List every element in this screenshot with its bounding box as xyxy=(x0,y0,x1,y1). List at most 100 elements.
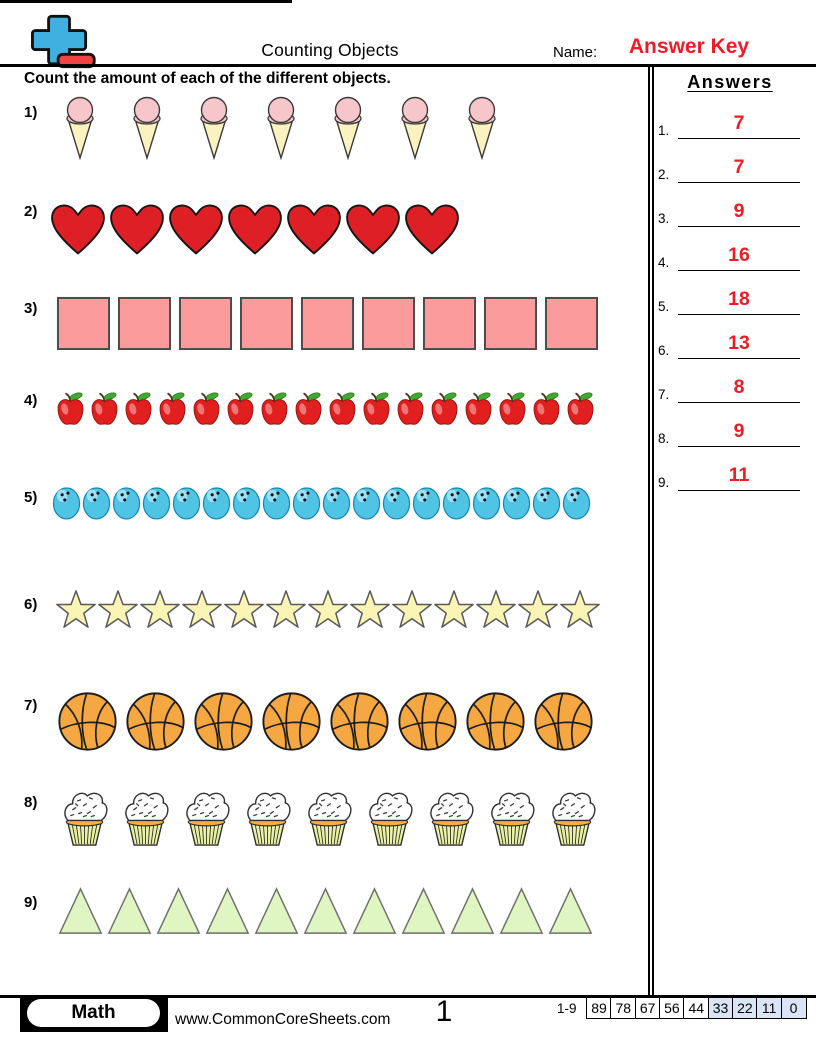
apple-icon xyxy=(360,390,393,428)
star-icon xyxy=(139,588,181,632)
basketball-icon xyxy=(193,691,254,752)
cupcake-icon xyxy=(423,788,478,849)
ice-cream-cone-icon xyxy=(460,96,504,162)
score-grid: 89 78 67 56 44 33 22 11 0 xyxy=(586,997,807,1019)
answer-number: 5. xyxy=(658,299,670,314)
cupcake-icon xyxy=(362,788,417,849)
triangle-icon xyxy=(302,886,349,936)
bowling-ball-icon xyxy=(472,485,501,521)
problem-number: 3) xyxy=(24,300,38,317)
answer-value: 16 xyxy=(678,244,800,271)
bowling-ball-icon xyxy=(172,485,201,521)
triangle-icon xyxy=(253,886,300,936)
triangle-icon xyxy=(155,886,202,936)
bowling-ball-icon xyxy=(532,485,561,521)
apple-icon xyxy=(326,390,359,428)
apple-icon xyxy=(428,390,461,428)
bowling-ball-icon xyxy=(412,485,441,521)
bowling-ball-icon xyxy=(442,485,471,521)
problem-row: 4) xyxy=(0,390,648,432)
basketball-icon xyxy=(465,691,526,752)
ice-cream-cone-icon xyxy=(192,96,236,162)
square-icon xyxy=(239,296,294,351)
basketball-icon xyxy=(125,691,186,752)
score-cell: 0 xyxy=(780,997,807,1019)
problem-number: 1) xyxy=(24,104,38,121)
problem-number: 4) xyxy=(24,392,38,409)
answers-panel: Answers 1. 7 2. 7 3. 9 4. 16 5. 18 6. 13 7. 8 8. 9 9. 11 xyxy=(656,66,812,995)
star-icon xyxy=(181,588,223,632)
object-row xyxy=(56,296,599,351)
heart-icon xyxy=(164,198,228,258)
answer-row: 9. 11 xyxy=(656,461,808,491)
triangle-icon xyxy=(351,886,398,936)
basketball-icon xyxy=(57,691,118,752)
basketball-icon xyxy=(329,691,390,752)
apple-icon xyxy=(88,390,121,428)
problem-row: 5) xyxy=(0,485,648,525)
answers-divider xyxy=(648,66,654,995)
apple-icon xyxy=(190,390,223,428)
answer-value: 9 xyxy=(678,420,800,447)
score-cell: 67 xyxy=(634,997,661,1019)
answers-title: Answers xyxy=(687,72,773,92)
triangle-icon xyxy=(57,886,104,936)
problem-row: 8) xyxy=(0,788,648,853)
bowling-ball-icon xyxy=(352,485,381,521)
cupcake-icon xyxy=(57,788,112,849)
ice-cream-cone-icon xyxy=(58,96,102,162)
bowling-ball-icon xyxy=(292,485,321,521)
ice-cream-cone-icon xyxy=(259,96,303,162)
heart-icon xyxy=(400,198,464,258)
star-icon xyxy=(433,588,475,632)
bowling-ball-icon xyxy=(232,485,261,521)
bowling-ball-icon xyxy=(82,485,111,521)
cupcake-icon xyxy=(301,788,356,849)
triangle-icon xyxy=(498,886,545,936)
bowling-ball-icon xyxy=(112,485,141,521)
cupcake-icon xyxy=(545,788,600,849)
star-icon xyxy=(223,588,265,632)
problem-row: 2) xyxy=(0,198,648,262)
square-icon xyxy=(422,296,477,351)
apple-icon xyxy=(496,390,529,428)
apple-icon xyxy=(156,390,189,428)
score-cell: 56 xyxy=(658,997,685,1019)
answer-value: 18 xyxy=(678,288,800,315)
star-icon xyxy=(265,588,307,632)
heart-icon xyxy=(105,198,169,258)
answer-row: 6. 13 xyxy=(656,329,808,359)
page-number: 1 xyxy=(435,995,453,1028)
score-cell: 22 xyxy=(731,997,758,1019)
object-row xyxy=(55,588,601,632)
apple-icon xyxy=(394,390,427,428)
footer-divider xyxy=(0,995,816,998)
bowling-ball-icon xyxy=(52,485,81,521)
triangle-icon xyxy=(449,886,496,936)
object-row xyxy=(57,886,594,936)
object-row xyxy=(54,390,597,428)
ice-cream-cone-icon xyxy=(326,96,370,162)
score-range-label: 1-9 xyxy=(557,1001,577,1016)
basketball-icon xyxy=(533,691,594,752)
star-icon xyxy=(55,588,97,632)
bowling-ball-icon xyxy=(202,485,231,521)
heart-icon xyxy=(341,198,405,258)
answer-number: 3. xyxy=(658,211,670,226)
cupcake-icon xyxy=(240,788,295,849)
answer-number: 2. xyxy=(658,167,670,182)
triangle-icon xyxy=(106,886,153,936)
object-row xyxy=(57,788,600,849)
apple-icon xyxy=(122,390,155,428)
square-icon xyxy=(544,296,599,351)
answer-value: 8 xyxy=(678,376,800,403)
apple-icon xyxy=(564,390,597,428)
heart-icon xyxy=(282,198,346,258)
answer-key-label: Answer Key xyxy=(628,35,750,58)
star-icon xyxy=(307,588,349,632)
object-row xyxy=(52,485,591,521)
header-divider xyxy=(0,64,816,67)
apple-icon xyxy=(224,390,257,428)
basketball-icon xyxy=(397,691,458,752)
